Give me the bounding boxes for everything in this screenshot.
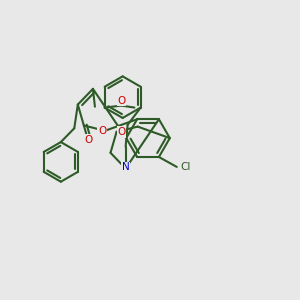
Text: N: N <box>122 163 130 172</box>
Text: O: O <box>117 96 126 106</box>
Text: O: O <box>84 135 92 145</box>
Text: O: O <box>98 126 106 136</box>
Text: O: O <box>117 127 126 137</box>
Text: Cl: Cl <box>181 162 191 172</box>
